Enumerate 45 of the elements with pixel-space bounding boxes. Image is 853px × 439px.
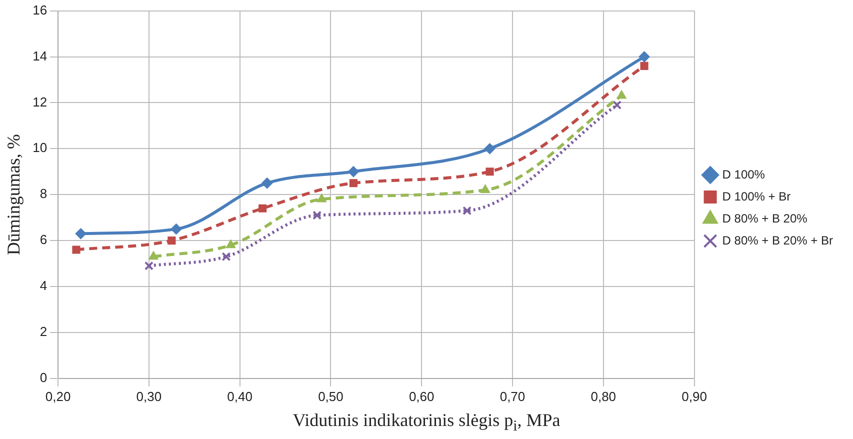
y-tick-label: 6 bbox=[40, 232, 48, 248]
x-tick-label: 0,80 bbox=[590, 388, 616, 404]
point bbox=[312, 210, 322, 220]
x-tick-label: 0,40 bbox=[227, 388, 252, 404]
y-tick-label: 2 bbox=[40, 324, 48, 340]
point bbox=[258, 204, 267, 212]
point bbox=[148, 251, 158, 260]
point bbox=[75, 228, 86, 240]
y-tick-label: 16 bbox=[32, 2, 48, 18]
legend-label: D 100% bbox=[722, 167, 766, 182]
point bbox=[348, 166, 359, 178]
point bbox=[170, 224, 182, 235]
x-tick-label: 0,50 bbox=[318, 388, 344, 404]
point bbox=[484, 143, 496, 154]
x-tick-label: 0,90 bbox=[682, 388, 707, 404]
x-axis-title: Vidutinis indikatorinis slėgis p$_{i}$, MPa bbox=[292, 410, 562, 436]
point bbox=[72, 246, 80, 254]
point bbox=[616, 90, 626, 99]
legend-label: D 80% + B 20% + Br bbox=[722, 233, 834, 248]
x-tick-label: 0,30 bbox=[136, 388, 162, 404]
point bbox=[316, 194, 326, 202]
y-tick-label: 14 bbox=[32, 48, 48, 64]
x-tick-label: 0,60 bbox=[408, 388, 434, 404]
y-tick-label: 10 bbox=[32, 140, 48, 156]
x-tick-label: 0,20 bbox=[45, 388, 71, 404]
y-tick-label: 8 bbox=[40, 186, 48, 202]
point bbox=[638, 51, 650, 62]
point bbox=[349, 179, 358, 188]
point bbox=[262, 178, 273, 189]
point bbox=[612, 100, 622, 110]
point bbox=[168, 236, 176, 245]
point bbox=[462, 206, 472, 216]
point bbox=[226, 240, 236, 248]
x-tick-label: 0,70 bbox=[500, 388, 526, 404]
y-tick-label: 12 bbox=[32, 94, 48, 110]
legend-label: D 80% + B 20% bbox=[722, 211, 808, 226]
y-tick-label: 0 bbox=[40, 370, 48, 385]
point bbox=[144, 261, 154, 270]
point bbox=[222, 252, 231, 262]
y-tick-label: 4 bbox=[40, 278, 48, 294]
y-axis-title: Dūmingumas, % bbox=[4, 134, 24, 256]
legend-label: D 100% + Br bbox=[722, 189, 791, 204]
point bbox=[640, 62, 648, 70]
point bbox=[486, 168, 494, 176]
point bbox=[480, 184, 490, 194]
